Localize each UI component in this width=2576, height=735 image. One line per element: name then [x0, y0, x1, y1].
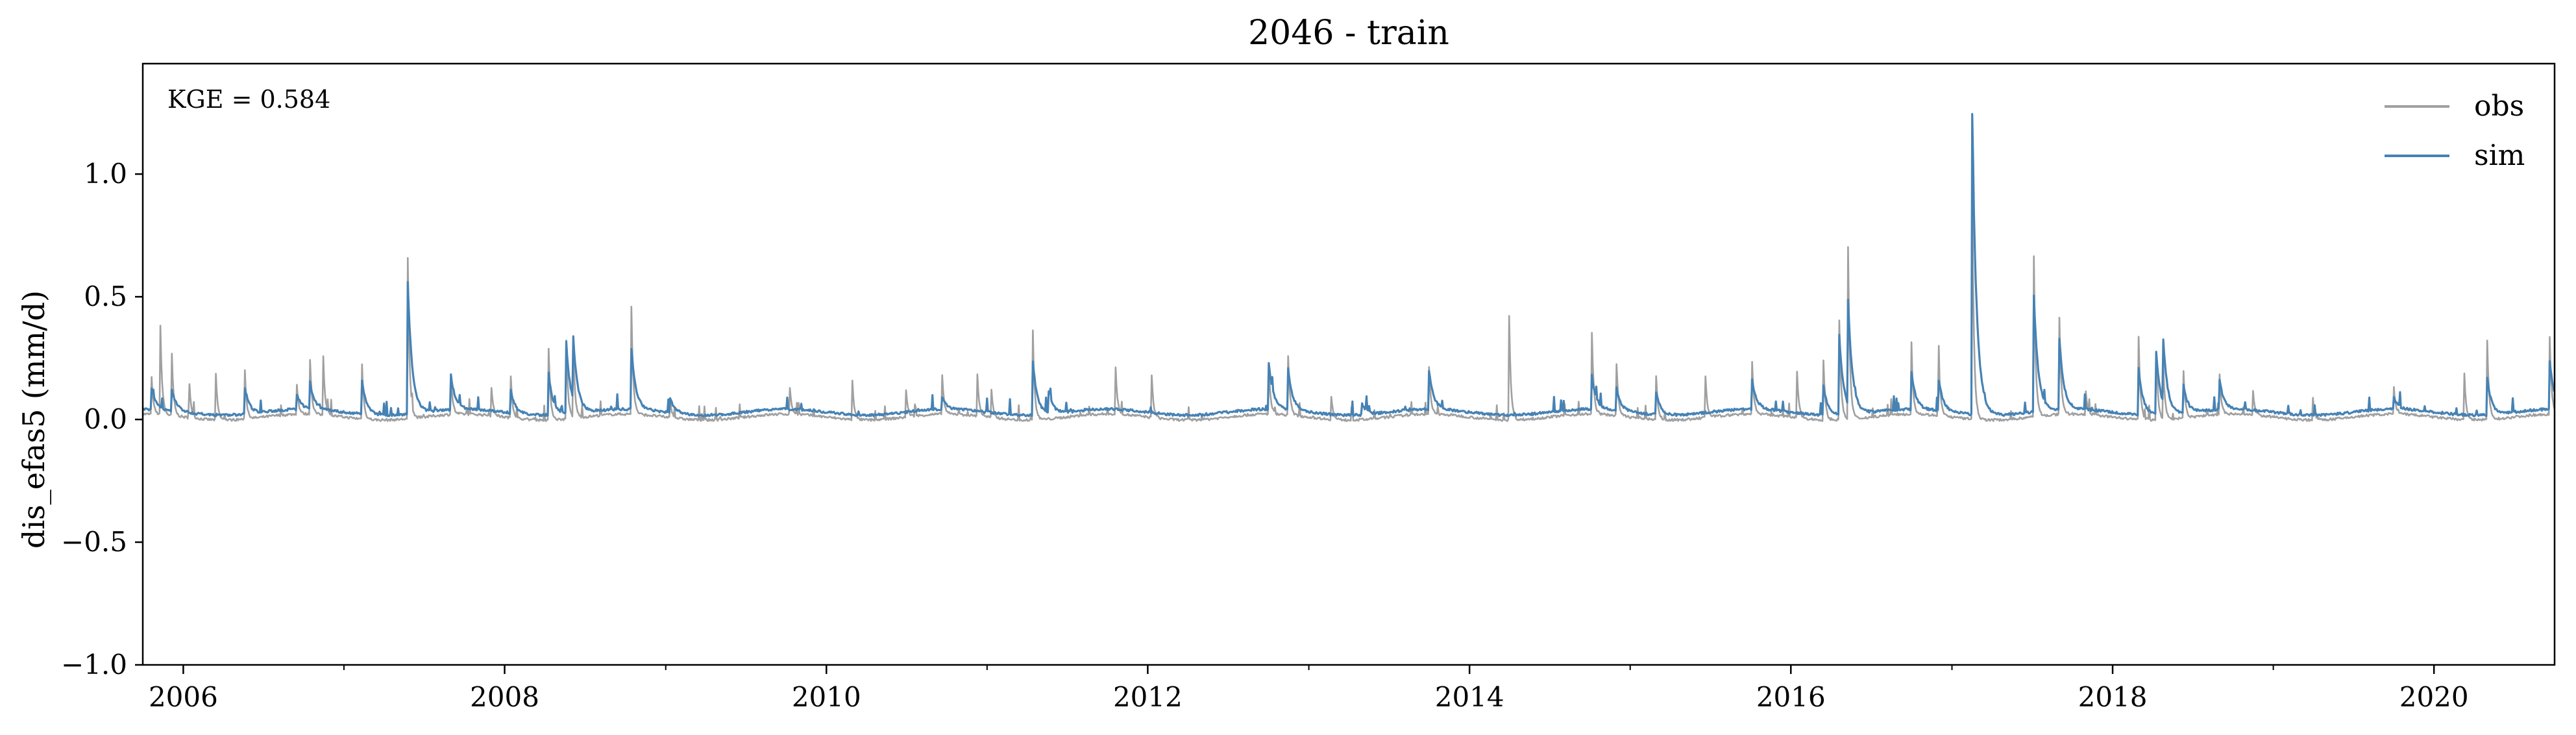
ticks-layer: −1.0 −0.5 0.0 0.5 1.0 2006 2008 2010 2012 2014 201…: [61, 158, 2469, 713]
x-tick-label: 2016: [1756, 681, 1826, 713]
series-line-sim: [141, 113, 2555, 417]
legend-label-sim: sim: [2474, 139, 2525, 172]
legend-label-obs: obs: [2474, 90, 2524, 123]
y-tick-label: −1.0: [61, 649, 127, 680]
x-tick-label: 2018: [2078, 681, 2148, 713]
y-tick-label: 0.5: [84, 280, 127, 312]
x-tick-label: 2010: [792, 681, 861, 713]
y-tick-label: 0.0: [84, 403, 127, 435]
y-tick-label: −0.5: [61, 526, 127, 558]
kge-annotation: KGE = 0.584: [167, 85, 330, 114]
x-tick-label: 2008: [470, 681, 539, 713]
plot-frame: [141, 62, 2556, 666]
x-tick-label: 2014: [1435, 681, 1504, 713]
y-tick-label: 1.0: [84, 158, 127, 190]
x-tick-label: 2012: [1113, 681, 1183, 713]
y-axis-label: dis_efas5 (mm/d): [16, 290, 51, 549]
series-line-obs: [142, 190, 2555, 422]
chart-title: 2046 - train: [1248, 14, 1449, 53]
series-layer: [141, 113, 2555, 422]
legend: obs sim: [2385, 90, 2525, 172]
x-tick-label: 2006: [149, 681, 218, 713]
x-tick-label: 2020: [2399, 681, 2469, 713]
